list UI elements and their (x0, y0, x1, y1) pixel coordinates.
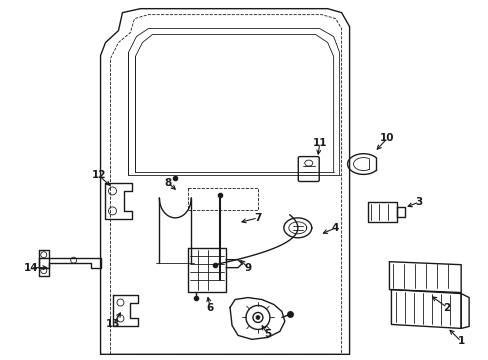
Circle shape (255, 315, 260, 319)
FancyBboxPatch shape (298, 157, 319, 181)
Circle shape (108, 187, 116, 195)
Text: 6: 6 (206, 302, 213, 312)
Circle shape (108, 207, 116, 215)
Text: 3: 3 (415, 197, 422, 207)
Text: 14: 14 (23, 263, 38, 273)
Circle shape (245, 306, 269, 329)
Text: 8: 8 (164, 178, 172, 188)
Text: 7: 7 (254, 213, 261, 223)
Text: 11: 11 (312, 138, 326, 148)
Circle shape (41, 268, 47, 274)
Text: 13: 13 (106, 319, 121, 329)
Text: 5: 5 (264, 329, 271, 339)
Circle shape (252, 312, 263, 323)
Circle shape (117, 315, 124, 322)
Circle shape (117, 299, 124, 306)
Text: 9: 9 (244, 263, 251, 273)
Circle shape (71, 257, 77, 263)
Text: 1: 1 (457, 336, 464, 346)
Circle shape (41, 252, 47, 258)
Text: 12: 12 (91, 170, 105, 180)
Text: 2: 2 (443, 302, 450, 312)
Text: 4: 4 (331, 223, 339, 233)
Ellipse shape (304, 160, 312, 166)
Text: 10: 10 (379, 133, 394, 143)
